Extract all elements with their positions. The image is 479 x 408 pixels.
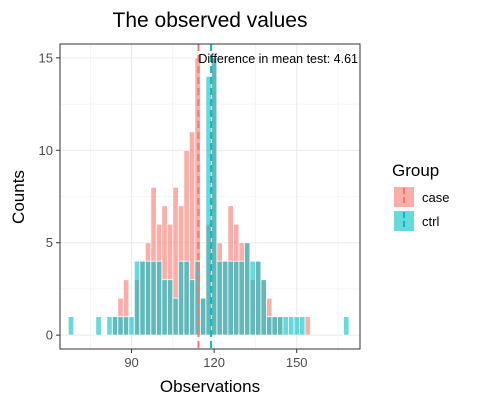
bar-case [304, 316, 311, 336]
mean-lines [197, 44, 213, 349]
bar-ctrl [299, 316, 306, 336]
difference-annotation: Difference in mean test: 4.61 [198, 52, 358, 66]
bar-ctrl [260, 279, 267, 336]
y-axis-title: Counts [9, 170, 28, 224]
bar-ctrl [188, 279, 196, 336]
bar-ctrl [117, 316, 124, 336]
bar-ctrl [288, 316, 295, 336]
y-tick-label: 10 [39, 143, 53, 158]
bar-ctrl [255, 260, 262, 336]
chart-title: The observed values [113, 9, 308, 32]
bar-ctrl [221, 260, 229, 336]
bar-ctrl [128, 316, 135, 336]
bar-ctrl [249, 260, 256, 336]
legend-label-ctrl: ctrl [422, 214, 439, 229]
y-axis: 0 5 10 15 [39, 50, 60, 343]
y-tick-label: 0 [46, 328, 53, 343]
y-tick-label: 5 [46, 235, 53, 250]
bar-ctrl [282, 316, 289, 336]
x-tick-label: 150 [286, 355, 308, 370]
x-tick-label: 120 [203, 355, 225, 370]
bar-ctrl [161, 279, 168, 336]
bar-ctrl [133, 260, 141, 336]
bar-ctrl [183, 260, 190, 336]
legend-label-case: case [422, 190, 449, 205]
bar-ctrl [199, 297, 207, 336]
x-axis-title: Observations [160, 377, 260, 396]
bar-ctrl [172, 297, 179, 336]
bar-ctrl [244, 242, 251, 336]
bar-ctrl [227, 260, 234, 336]
bar-ctrl [232, 260, 240, 336]
legend-title: Group [392, 161, 439, 180]
bar-ctrl [155, 260, 163, 336]
plot-border [59, 43, 361, 350]
legend: Group case ctrl [392, 161, 449, 231]
bar-ctrl [271, 316, 278, 336]
bar-ctrl [343, 316, 350, 336]
bar-ctrl [150, 260, 157, 336]
x-tick-label: 90 [124, 355, 138, 370]
bar-ctrl [216, 260, 223, 336]
bar-ctrl [139, 260, 146, 336]
bar-ctrl [95, 316, 102, 336]
bar-ctrl [266, 316, 273, 336]
bars [67, 57, 350, 336]
bar-ctrl [277, 316, 284, 336]
bar-ctrl [67, 316, 75, 336]
bar-ctrl [122, 316, 130, 336]
bar-ctrl [210, 57, 218, 336]
bar-ctrl [111, 316, 119, 336]
bar-ctrl [106, 316, 113, 336]
bar-ctrl [144, 260, 152, 336]
x-axis: 90 120 150 [124, 349, 308, 370]
bar-ctrl [177, 260, 185, 336]
bar-ctrl [166, 279, 174, 336]
bar-ctrl [238, 260, 245, 336]
y-tick-label: 15 [39, 50, 53, 65]
legend-item-case: case [394, 187, 449, 207]
legend-item-ctrl: ctrl [394, 211, 439, 231]
bar-ctrl [293, 316, 300, 336]
